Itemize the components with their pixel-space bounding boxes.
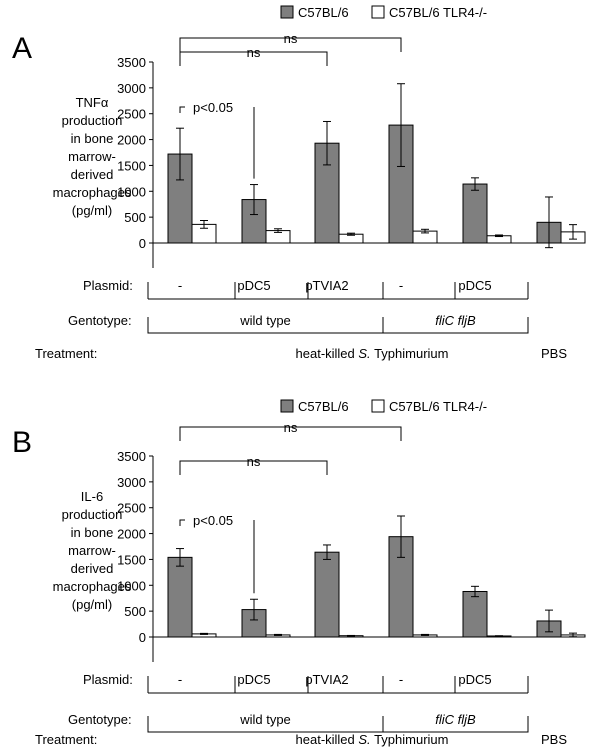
y-axis-label: IL-6: [81, 489, 103, 504]
y-tick-label: 1500: [117, 158, 146, 173]
plasmid-value: pTVIA2: [305, 672, 348, 687]
genotype-value: fliC fljB: [435, 313, 476, 328]
legend-swatch: [280, 399, 294, 413]
y-tick-label: 1000: [117, 578, 146, 593]
plasmid-value: -: [178, 278, 182, 293]
genotype-label: Gentotype:: [68, 313, 132, 328]
plasmid-label: Plasmid:: [83, 278, 133, 293]
y-axis-label: (pg/ml): [72, 597, 112, 612]
genotype-label: Gentotype:: [68, 712, 132, 727]
treatment-part: heat-killed: [296, 346, 359, 361]
plasmid-value: pTVIA2: [305, 278, 348, 293]
y-axis-label: in bone: [71, 525, 114, 540]
bar: [462, 183, 488, 244]
y-axis-label: derived: [71, 167, 114, 182]
treatment-other: PBS: [541, 346, 567, 361]
y-tick-label: 3500: [117, 55, 146, 70]
significance-label: ns: [284, 420, 298, 435]
y-tick-label: 3000: [117, 81, 146, 96]
legend-swatch: [371, 399, 385, 413]
y-tick-label: 2000: [117, 527, 146, 542]
panel-label: A: [12, 32, 32, 65]
significance-label: p<0.05: [193, 513, 233, 528]
y-tick-label: 3000: [117, 475, 146, 490]
significance-label: ns: [284, 31, 298, 46]
plasmid-value: -: [399, 278, 403, 293]
significance-bracket: [179, 460, 328, 475]
y-tick-label: 500: [124, 210, 146, 225]
y-tick-label: 2500: [117, 107, 146, 122]
y-axis-label: production: [62, 507, 123, 522]
y-axis-label: macrophages: [53, 185, 132, 200]
treatment-part: S.: [358, 732, 370, 747]
treatment-part: Typhimurium: [371, 732, 449, 747]
treatment-part: heat-killed: [296, 732, 359, 747]
plasmid-value: -: [399, 672, 403, 687]
significance-bracket: [179, 51, 328, 66]
treatment-label: Treatment:: [35, 732, 97, 747]
genotype-value: fliC fljB: [435, 712, 476, 727]
y-tick-label: 3500: [117, 449, 146, 464]
legend-swatch: [371, 5, 385, 19]
genotype-bracket: [382, 716, 529, 733]
y-axis-label: in bone: [71, 131, 114, 146]
plasmid-value: pDC5: [458, 278, 491, 293]
y-tick-label: 2500: [117, 501, 146, 516]
y-axis-label: TNFα: [76, 95, 109, 110]
treatment-value: heat-killed S. Typhimurium: [296, 346, 449, 361]
legend-entry: C57BL/6 TLR4-/-: [389, 5, 487, 20]
y-axis-label: production: [62, 113, 123, 128]
y-axis-label: marrow-: [68, 543, 116, 558]
panel-label: B: [12, 426, 32, 459]
y-tick-label: 0: [139, 236, 146, 251]
significance-bracket: [179, 519, 185, 526]
plasmid-label: Plasmid:: [83, 672, 133, 687]
y-tick-label: 500: [124, 604, 146, 619]
y-tick-label: 0: [139, 630, 146, 645]
bar: [167, 556, 193, 638]
treatment-value: heat-killed S. Typhimurium: [296, 732, 449, 747]
treatment-part: Typhimurium: [371, 346, 449, 361]
panel-1: B C57BL/6 C57BL/6 TLR4-/- IL-6 production in …: [12, 399, 586, 747]
plasmid-value: pDC5: [237, 278, 270, 293]
y-tick-label: 1000: [117, 184, 146, 199]
genotype-bracket: [382, 317, 529, 334]
y-axis-label: macrophages: [53, 579, 132, 594]
treatment-part: S.: [358, 346, 370, 361]
significance-bracket: [179, 426, 402, 441]
y-axis-label: derived: [71, 561, 114, 576]
legend-swatch: [280, 5, 294, 19]
genotype-value: wild type: [239, 313, 291, 328]
significance-bracket: [179, 37, 402, 52]
y-axis-label: (pg/ml): [72, 203, 112, 218]
y-tick-label: 1500: [117, 552, 146, 567]
bar: [314, 551, 340, 638]
y-axis-label: marrow-: [68, 149, 116, 164]
legend-entry: C57BL/6: [298, 399, 349, 414]
significance-label: ns: [247, 45, 261, 60]
y-tick-label: 2000: [117, 133, 146, 148]
significance-label: p<0.05: [193, 100, 233, 115]
treatment-label: Treatment:: [35, 346, 97, 361]
plasmid-value: pDC5: [458, 672, 491, 687]
panel-0: A C57BL/6 C57BL/6 TLR4-/- TNFα production in …: [12, 5, 586, 361]
significance-bracket: [179, 106, 185, 113]
significance-label: ns: [247, 454, 261, 469]
plasmid-value: -: [178, 672, 182, 687]
treatment-other: PBS: [541, 732, 567, 747]
legend-entry: C57BL/6: [298, 5, 349, 20]
genotype-value: wild type: [239, 712, 291, 727]
bar: [462, 590, 488, 638]
plasmid-value: pDC5: [237, 672, 270, 687]
legend-entry: C57BL/6 TLR4-/-: [389, 399, 487, 414]
